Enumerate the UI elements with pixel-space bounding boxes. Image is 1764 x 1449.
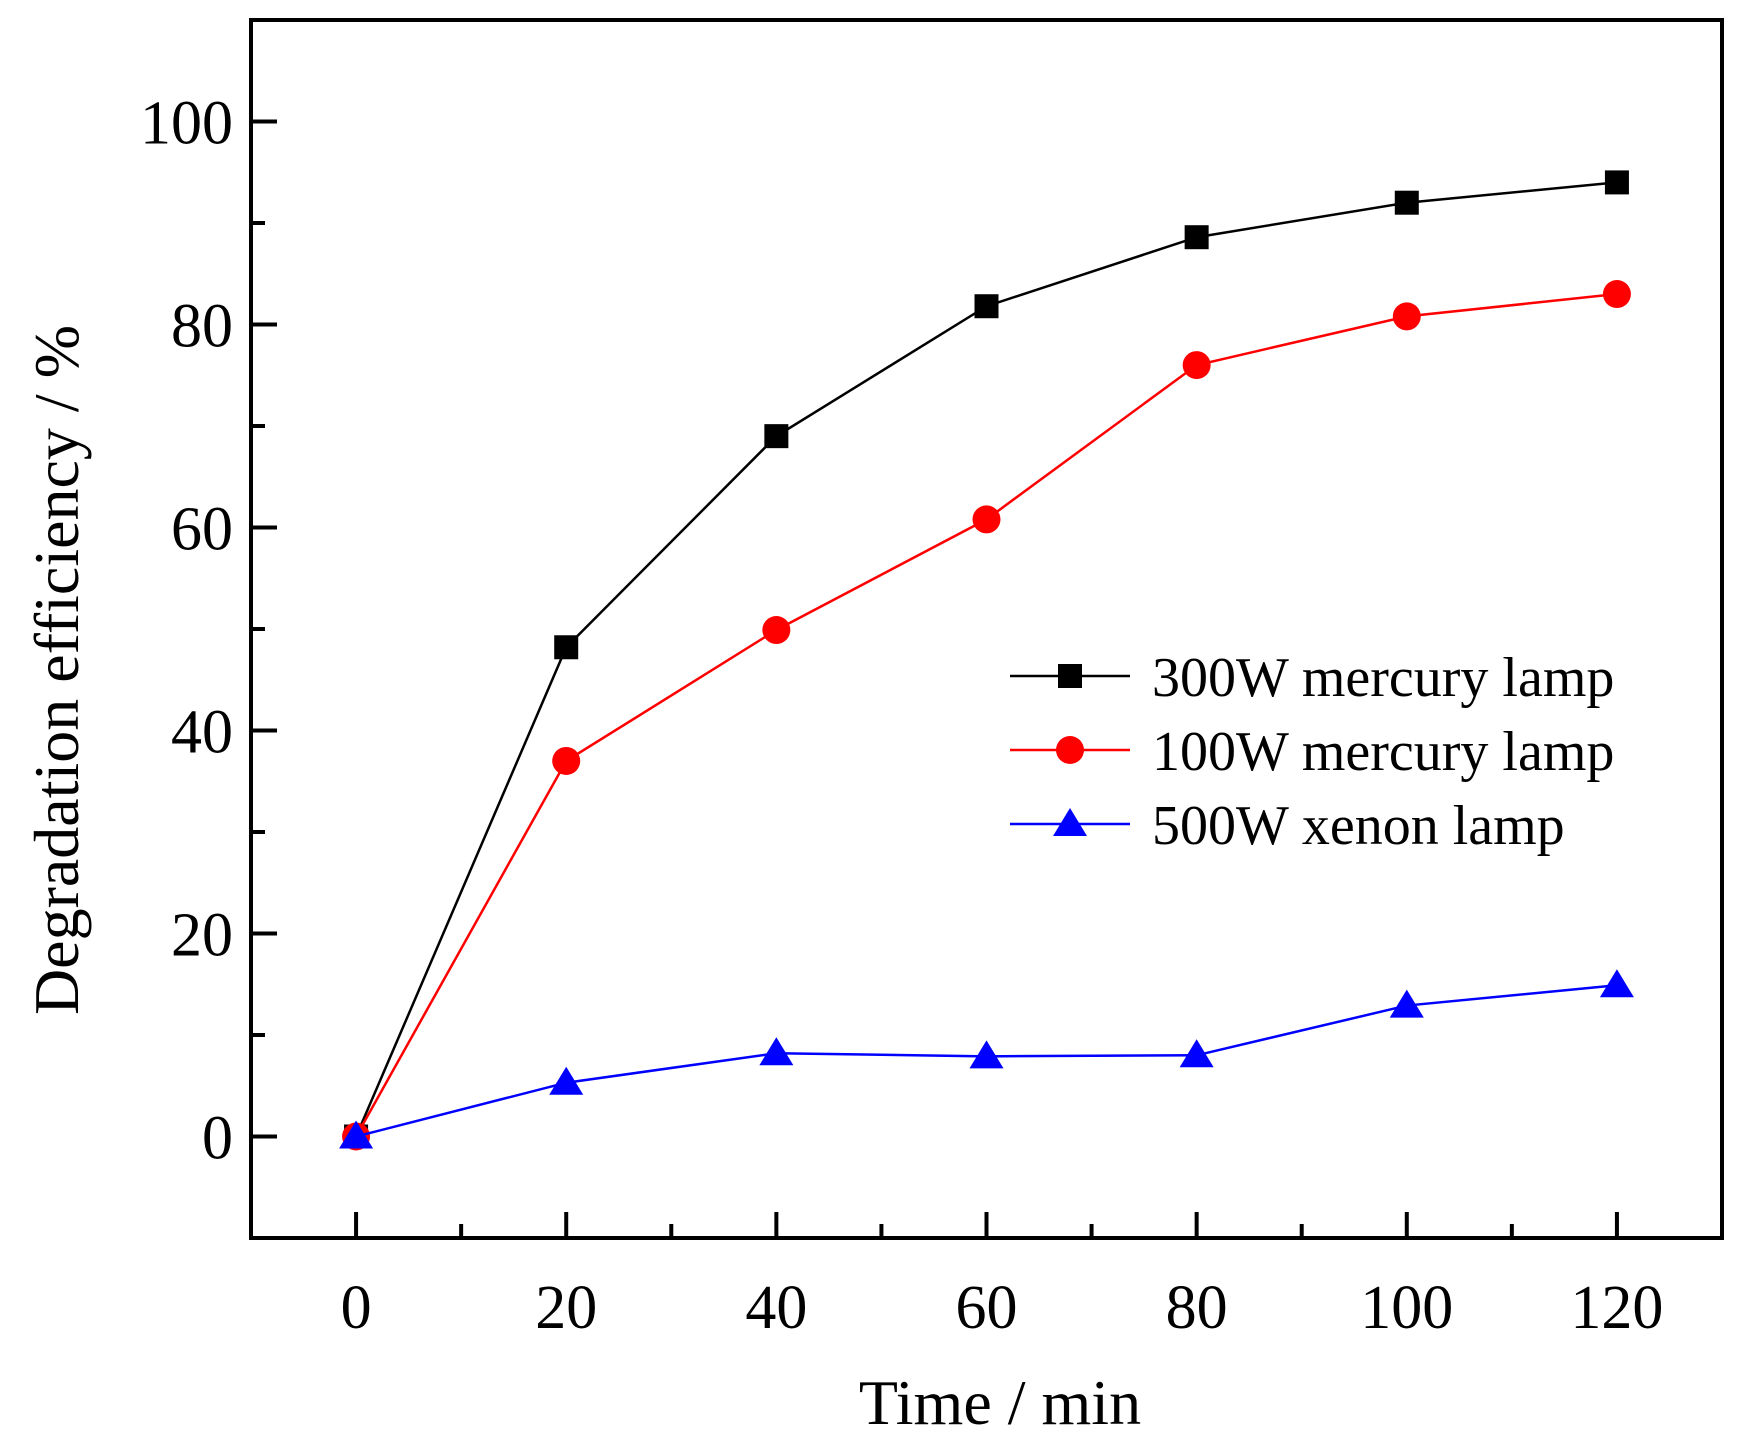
x-tick-label: 100 [1360,1274,1453,1342]
x-tick-label: 20 [535,1274,597,1342]
y-tick-label: 60 [171,496,233,564]
data-point-circle [762,616,791,645]
x-axis-ticks: 0 20 40 60 80 100 120 [341,1212,1663,1342]
data-point-square [764,424,789,449]
data-point-square [1394,190,1419,215]
y-tick-label: 40 [171,699,233,767]
data-point-square [554,635,579,660]
x-tick-label: 120 [1570,1274,1663,1342]
data-point-triangle [549,1066,584,1095]
series-line [354,292,1618,1138]
x-tick-label: 40 [745,1274,807,1342]
series-2 [342,280,1631,1151]
legend: 300W mercury lamp 100W mercury lamp 500W x… [1010,647,1614,857]
data-point-triangle [759,1037,794,1066]
data-point-square [1184,225,1209,250]
data-point-circle [552,746,581,775]
data-point-triangle [339,1120,374,1149]
data-point-square [1604,170,1629,195]
x-tick-label: 60 [956,1274,1018,1342]
data-point-triangle [969,1040,1004,1069]
x-tick-label: 0 [341,1274,372,1342]
y-axis-title: Degradation efficiency / % [21,325,92,1015]
data-point-triangle [1179,1039,1214,1068]
data-point-triangle [1599,969,1634,998]
legend-marker-circle [1056,736,1084,764]
y-tick-label: 20 [171,902,233,970]
y-tick-label: 0 [202,1105,233,1173]
data-point-circle [1182,351,1211,380]
legend-label: 100W mercury lamp [1152,721,1614,783]
data-point-square [974,294,999,319]
series-3 [339,969,1634,1149]
legend-marker-triangle [1053,808,1087,836]
legend-entry: 500W xenon lamp [1010,795,1565,857]
y-tick-label: 100 [140,90,233,158]
legend-label: 300W mercury lamp [1152,647,1614,709]
y-axis-ticks: 0 20 40 60 80 100 [140,90,277,1173]
legend-entry: 300W mercury lamp [1010,647,1614,709]
data-point-triangle [1389,989,1424,1018]
legend-entry: 100W mercury lamp [1010,721,1614,783]
y-tick-label: 80 [171,293,233,361]
x-tick-label: 80 [1166,1274,1228,1342]
legend-marker-square [1058,664,1082,688]
x-axis-title: Time / min [859,1367,1141,1438]
data-point-circle [972,505,1001,534]
legend-label: 500W xenon lamp [1152,795,1565,857]
data-point-circle [1602,280,1631,309]
series-layer [339,170,1634,1151]
data-point-circle [1392,302,1421,331]
